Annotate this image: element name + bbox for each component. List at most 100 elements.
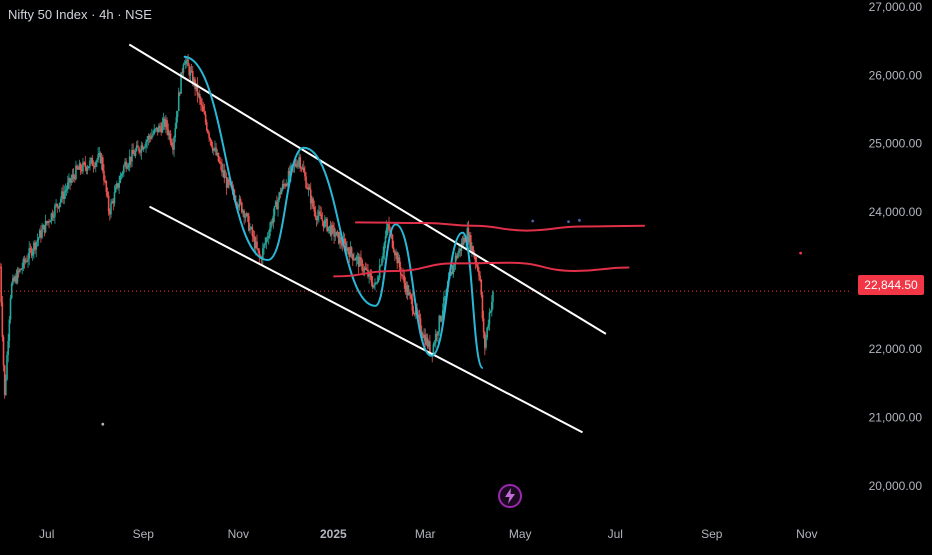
candle — [145, 139, 147, 153]
candle — [198, 89, 201, 105]
candle — [84, 155, 87, 172]
candle — [315, 215, 318, 227]
candle — [190, 63, 193, 73]
candle — [285, 179, 288, 188]
candle — [238, 194, 241, 211]
wave-zigzag-line[interactable] — [183, 55, 484, 370]
candle — [121, 170, 124, 179]
candle — [351, 253, 354, 267]
candle — [49, 220, 52, 223]
candle — [343, 233, 346, 245]
candle — [384, 230, 387, 249]
candle — [468, 232, 471, 250]
candle — [35, 241, 38, 258]
candle — [165, 115, 167, 134]
candle — [94, 160, 97, 173]
candle — [251, 224, 254, 242]
candle — [356, 252, 359, 265]
candle — [406, 281, 409, 301]
symbol-name[interactable]: Nifty 50 Index — [8, 7, 88, 22]
candle — [52, 211, 55, 222]
candle — [309, 182, 312, 210]
candle — [130, 156, 132, 168]
channel-lower-line[interactable] — [149, 205, 583, 434]
candle — [107, 191, 110, 216]
candle — [257, 248, 259, 254]
candle — [487, 319, 490, 331]
candle — [177, 87, 180, 112]
candle — [44, 214, 47, 234]
candle — [360, 250, 362, 266]
candle — [380, 264, 382, 267]
candle — [378, 258, 381, 281]
candle — [274, 200, 277, 207]
candle — [193, 76, 195, 87]
candle — [359, 253, 361, 267]
candle — [73, 173, 76, 183]
marker-dot — [101, 422, 105, 426]
candle — [357, 252, 360, 274]
last-price-tag: 22,844.50 — [858, 275, 924, 295]
candle — [6, 351, 8, 381]
candle — [346, 240, 348, 255]
candle — [24, 257, 27, 265]
candle — [104, 175, 106, 184]
candle — [59, 196, 62, 207]
candle — [295, 159, 298, 169]
channel-upper-line[interactable] — [128, 43, 607, 335]
candle — [273, 205, 276, 222]
candle — [65, 185, 68, 197]
candle — [459, 248, 462, 258]
exchange-label: NSE — [125, 7, 152, 22]
candle — [426, 333, 429, 350]
candle — [256, 234, 258, 250]
ma-lower-line[interactable] — [333, 261, 630, 278]
candle — [64, 183, 67, 199]
candle — [152, 130, 154, 137]
candle — [0, 263, 2, 307]
candle — [425, 333, 428, 346]
candle — [224, 169, 227, 179]
candle — [159, 122, 161, 132]
interval-label[interactable]: 4h — [99, 7, 114, 22]
candle — [471, 242, 473, 257]
candle — [306, 182, 309, 190]
y-tick-label: 21,000.00 — [869, 410, 923, 424]
candle — [123, 164, 125, 177]
candle — [17, 267, 20, 278]
title-separator-2: · — [117, 7, 122, 22]
candle — [269, 222, 271, 240]
candle — [298, 150, 300, 169]
x-tick-label: Mar — [415, 527, 436, 541]
candle — [239, 196, 242, 205]
candle — [488, 308, 491, 331]
candle — [148, 134, 151, 144]
candle — [376, 275, 379, 285]
y-tick-label: 25,000.00 — [869, 137, 923, 151]
candle — [140, 141, 143, 160]
candle — [316, 209, 319, 225]
candle — [250, 226, 252, 230]
candle — [478, 266, 480, 281]
candle — [85, 165, 88, 175]
flash-icon[interactable] — [498, 484, 522, 508]
candle — [284, 182, 286, 190]
candle — [141, 142, 144, 151]
candle — [424, 328, 427, 347]
candle — [19, 268, 21, 274]
ma-upper-line[interactable] — [355, 221, 645, 232]
x-tick-label: Jul — [39, 527, 54, 541]
candle — [179, 91, 181, 96]
candle — [272, 208, 275, 229]
candle — [47, 220, 49, 226]
candle — [210, 139, 213, 148]
candle — [100, 152, 103, 171]
candle — [118, 175, 120, 194]
candle — [422, 332, 424, 339]
candle — [99, 151, 102, 164]
candle — [147, 133, 150, 146]
candle — [91, 155, 94, 166]
candle — [373, 284, 375, 289]
